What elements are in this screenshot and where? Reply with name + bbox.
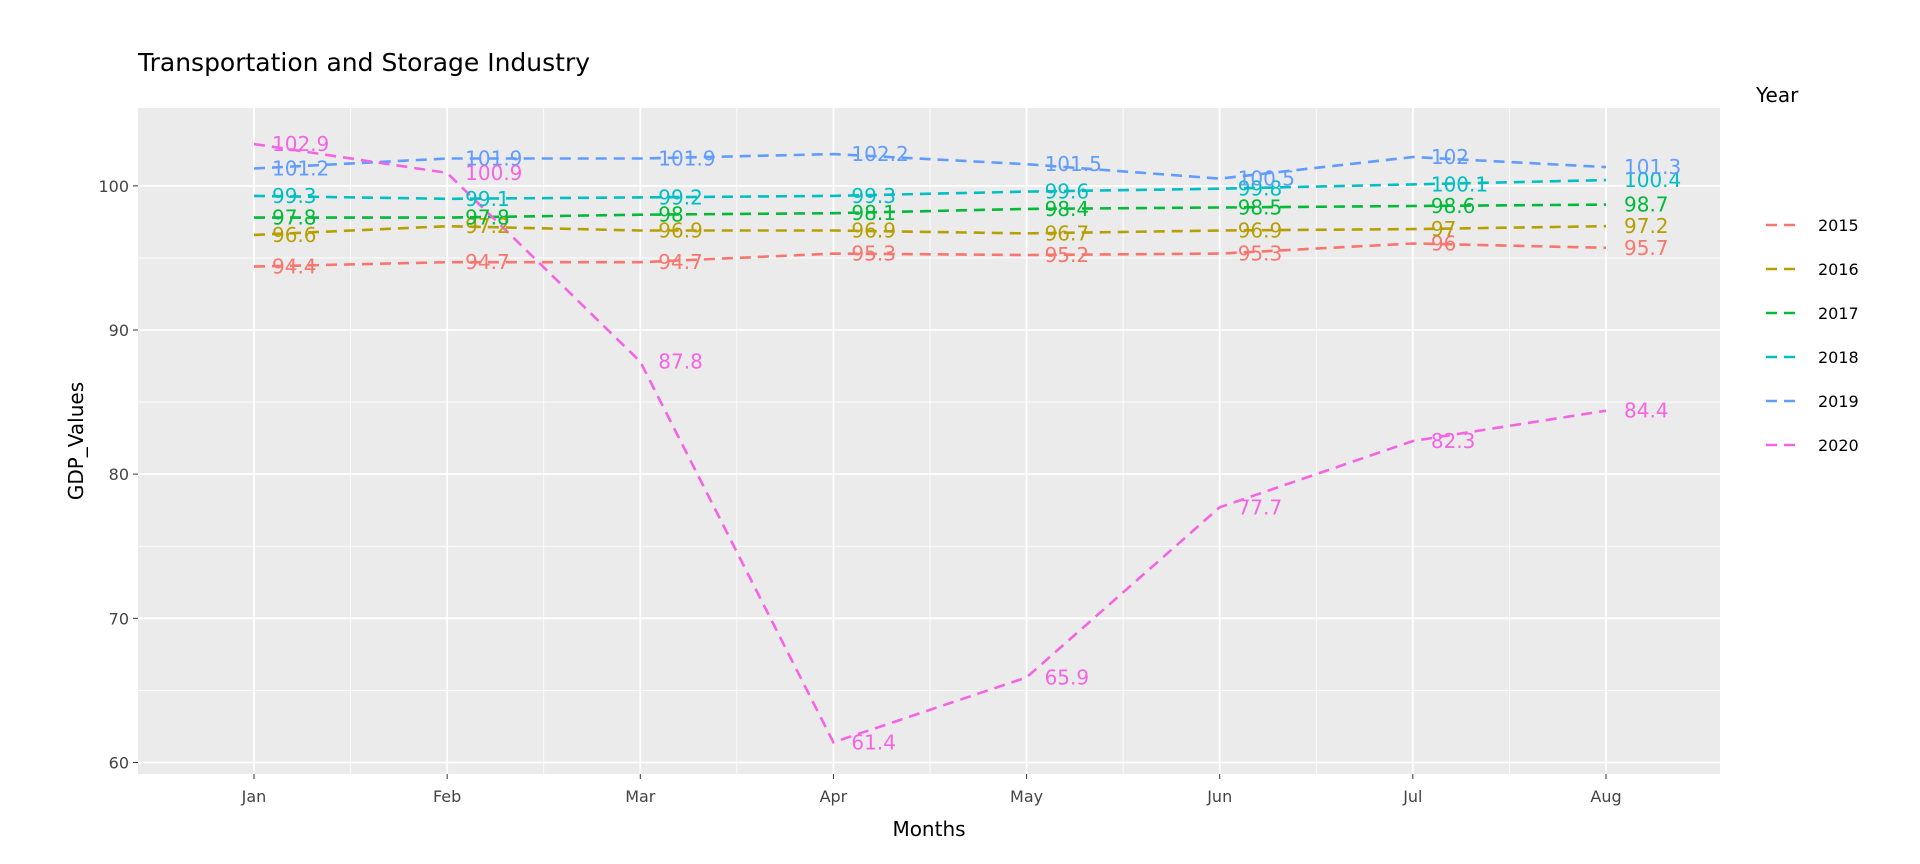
data-label-2019: 102	[1431, 145, 1469, 169]
plot-panel	[138, 108, 1720, 774]
y-tick-label: 70	[109, 609, 129, 628]
data-label-2018: 99.2	[658, 185, 703, 209]
data-label-2016: 97	[1431, 217, 1456, 241]
chart-title: Transportation and Storage Industry	[137, 48, 590, 77]
data-label-2015: 95.7	[1624, 236, 1669, 260]
data-label-2017: 98	[658, 203, 683, 227]
data-label-2018: 100.1	[1431, 172, 1488, 196]
data-label-2015: 94.7	[465, 250, 510, 274]
series-line-2017	[254, 203, 1607, 219]
data-label-2015: 96	[1431, 232, 1456, 256]
data-label-2020: 100.9	[465, 161, 522, 185]
y-tick-label: 60	[109, 753, 129, 772]
data-label-2019: 101.3	[1624, 155, 1681, 179]
data-label-2017: 98.7	[1624, 193, 1669, 217]
legend-label-2015: 2015	[1818, 216, 1859, 235]
data-label-2019: 101.2	[272, 157, 329, 181]
data-label-2018: 99.1	[465, 187, 510, 211]
data-label-2020: 77.7	[1238, 495, 1283, 519]
data-label-2016: 97.2	[1624, 214, 1669, 238]
data-label-2017: 98.6	[1431, 194, 1476, 218]
y-tick-label: 80	[109, 465, 129, 484]
data-label-2020: 65.9	[1045, 665, 1090, 689]
data-label-2016: 97.2	[465, 214, 510, 238]
y-tick-label: 90	[109, 321, 129, 340]
data-label-2019: 101.9	[465, 146, 522, 170]
data-label-2020: 87.8	[658, 350, 703, 374]
series-line-2019	[253, 152, 1607, 180]
data-label-2015: 95.2	[1045, 243, 1090, 267]
data-label-2017: 98.1	[851, 201, 896, 225]
data-label-2018: 99.3	[851, 184, 896, 208]
data-label-2020: 61.4	[851, 730, 896, 754]
data-label-2020: 84.4	[1624, 399, 1669, 423]
data-label-2018: 99.8	[1238, 177, 1283, 201]
legend-label-2016: 2016	[1818, 260, 1859, 279]
data-label-2017: 97.8	[272, 206, 317, 230]
series-lines	[253, 142, 1607, 744]
data-label-2015: 95.3	[851, 242, 896, 266]
legend-label-2017: 2017	[1818, 304, 1859, 323]
data-label-2018: 99.6	[1045, 180, 1090, 204]
data-label-2016: 96.9	[658, 219, 703, 243]
legend-label-2019: 2019	[1818, 392, 1859, 411]
x-tick-label: Mar	[625, 787, 656, 806]
legend: 2015 2016 2017 2018 2019 2020	[1766, 216, 1859, 455]
data-label-2017: 98.5	[1238, 195, 1283, 219]
series-line-2016	[253, 224, 1607, 237]
x-axis-title: Months	[892, 817, 965, 841]
y-axis-ticks: 60 70 80 90 100	[98, 177, 138, 772]
data-label-2020: 82.3	[1431, 429, 1476, 453]
x-tick-label: Aug	[1590, 787, 1621, 806]
data-label-2016: 96.9	[851, 219, 896, 243]
data-label-2019: 100.5	[1238, 167, 1295, 191]
data-label-2016: 96.6	[272, 223, 317, 247]
legend-title: Year	[1755, 83, 1799, 107]
data-label-2016: 96.9	[1238, 219, 1283, 243]
data-label-2018: 99.3	[272, 184, 317, 208]
x-tick-label: Jul	[1402, 787, 1422, 806]
data-label-2016: 96.7	[1045, 221, 1090, 245]
x-tick-label: May	[1010, 787, 1043, 806]
data-label-2019: 101.9	[658, 146, 715, 170]
data-label-2019: 101.5	[1045, 152, 1102, 176]
data-label-2015: 94.4	[272, 255, 317, 279]
data-label-2015: 94.7	[658, 250, 703, 274]
y-tick-label: 100	[98, 177, 129, 196]
data-label-2017: 97.8	[465, 206, 510, 230]
grid-lines	[138, 108, 1720, 774]
series-line-2015	[253, 242, 1607, 268]
x-axis-ticks: Jan Feb Mar Apr May Jun Jul Aug	[241, 774, 1622, 806]
data-label-2015: 95.3	[1238, 242, 1283, 266]
x-tick-label: Jan	[241, 787, 267, 806]
data-label-2018: 100.4	[1624, 168, 1681, 192]
x-tick-label: Jun	[1206, 787, 1232, 806]
x-tick-label: Feb	[433, 787, 461, 806]
data-label-2019: 102.2	[851, 142, 908, 166]
x-tick-label: Apr	[820, 787, 848, 806]
series-line-2018	[253, 178, 1607, 201]
y-axis-title: GDP_Values	[64, 382, 88, 500]
data-label-2020: 102.9	[272, 132, 329, 156]
legend-label-2020: 2020	[1818, 436, 1859, 455]
data-labels: 94.4 94.7 94.7 95.3 95.2 95.3 96 95.7 96.6 97.2 96…	[272, 132, 1681, 754]
legend-label-2018: 2018	[1818, 348, 1859, 367]
data-label-2017: 98.4	[1045, 197, 1090, 221]
series-line-2020	[253, 142, 1607, 744]
